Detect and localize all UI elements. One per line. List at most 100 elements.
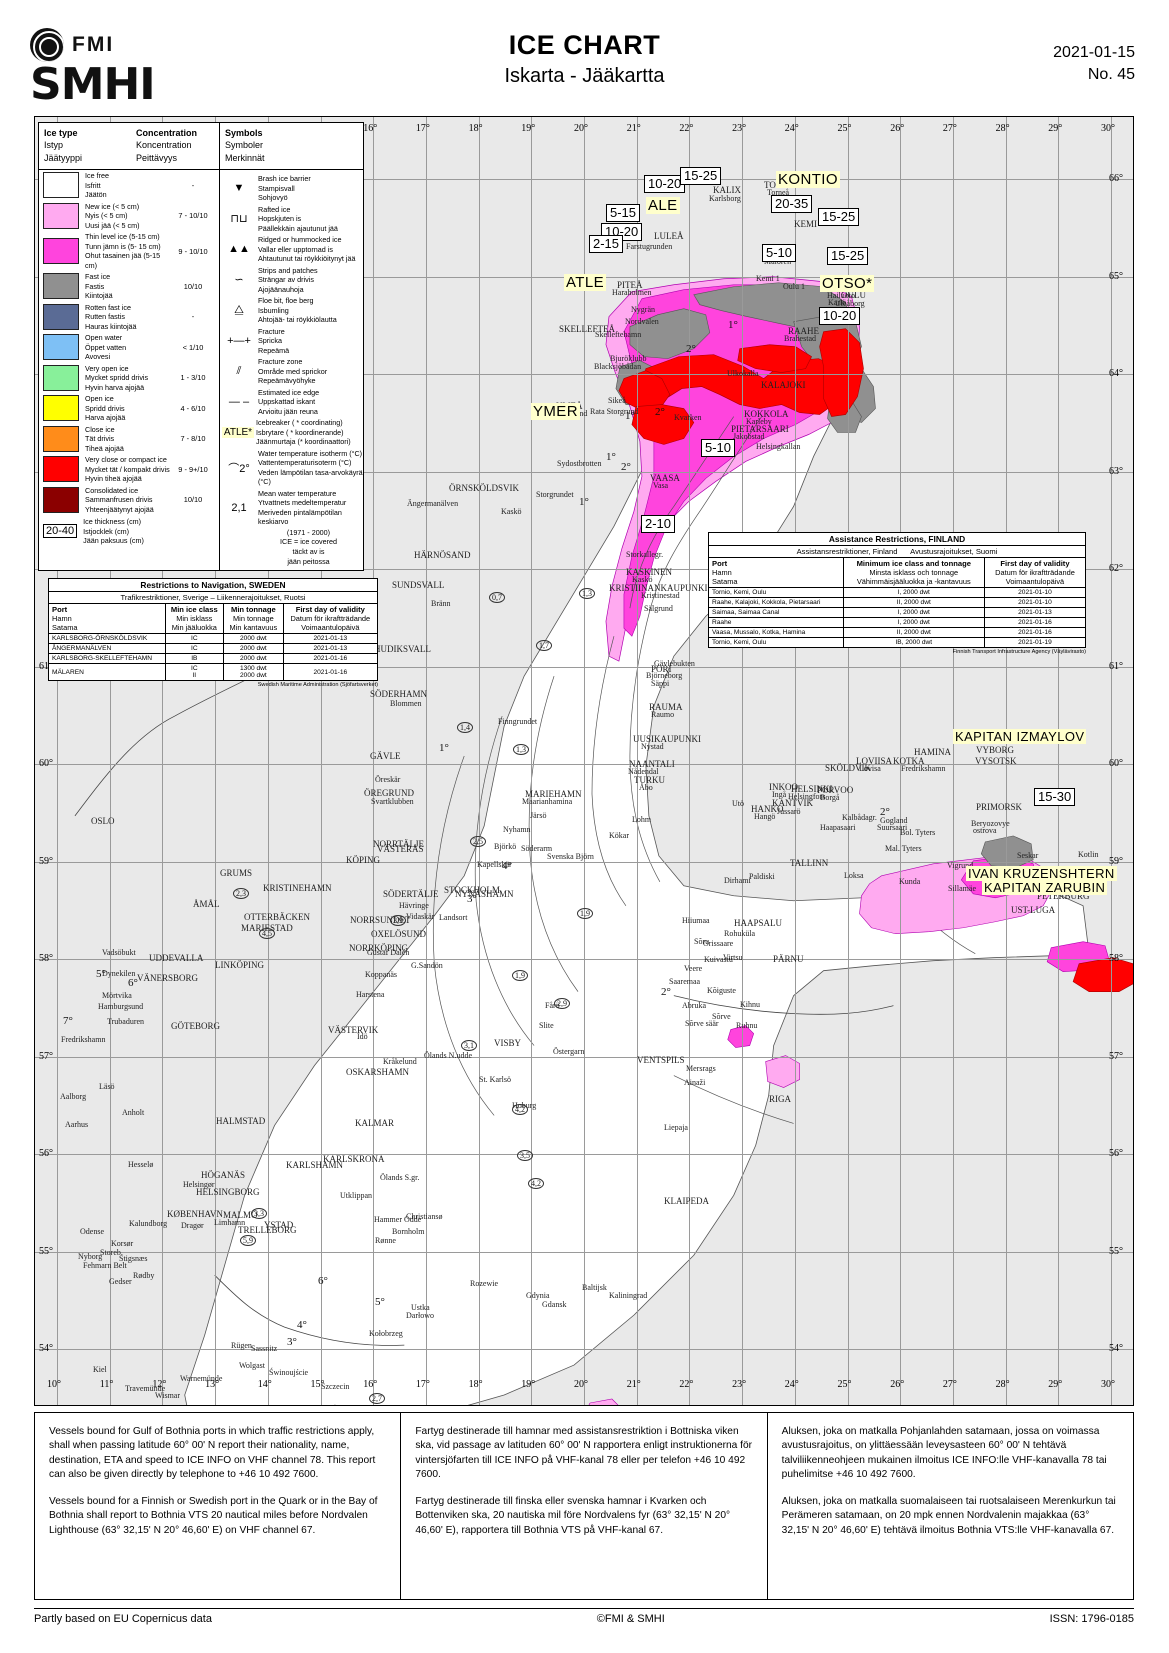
map-place-label: Björneborg [646, 671, 683, 680]
map-place-label: Gedser [109, 1277, 132, 1286]
longitude-label: 19° [521, 1379, 536, 1390]
map-place-label: Helsingkallan [756, 442, 801, 451]
legend-icetype-row: Rotten fast ice Rutten fastis Hauras kiint… [39, 302, 219, 333]
legend-concentration-value: 1 - 3/10 [180, 373, 206, 383]
latitude-gridline [35, 569, 1133, 570]
cell-requirement: II, 2000 dwt [842, 627, 985, 638]
isotherm-label: 1° [439, 742, 449, 754]
longitude-label: 13° [205, 1379, 220, 1390]
map-place-label: Lohm [632, 815, 652, 824]
table-header-cell: First day of validity Datum för ikraftträ… [282, 603, 379, 634]
legend-icetype-row: Ice free Isfritt Jäätön - [39, 170, 219, 201]
map-place-label: Warnemünde [180, 1374, 223, 1383]
map-place-label: Christiansø [406, 1212, 443, 1221]
map-place-label: Mal. Tyters [885, 844, 922, 853]
header-en: Port [712, 559, 728, 568]
cell-port: KARLSBORG-SKELLEFTEHAMN [48, 653, 166, 664]
longitude-label: 18° [468, 1379, 483, 1390]
legend-symbol-text: Mean water temperature Ytvattnets medelte… [258, 488, 347, 527]
legend-symbol-row: ∽ Strips and patches Strängar av drivis Ajo… [220, 265, 363, 296]
mean-water-temperature-label: 0,7 [489, 592, 505, 603]
map-place-label: HALMSTAD [216, 1116, 266, 1126]
longitude-label: 16° [363, 1379, 378, 1390]
ice-thickness-callout: 2-10 [641, 515, 676, 534]
legend-icetype-text: Consolidated ice Sammanfrusen drivis Yhtee… [85, 485, 154, 514]
legend-icetype-row: New ice (< 5 cm) Nyis (< 5 cm) Uusi jää (<… [39, 201, 219, 232]
cell-requirement: I, 2000 dwt [842, 607, 985, 618]
ridged-ice-icon: ▲▲ [228, 243, 250, 256]
cell-tonnage: 2000 dwt [223, 643, 284, 654]
table-subtitle: Trafikrestriktioner, Sverige – Liikenner… [48, 591, 378, 604]
legend-concentration-value: 7 - 8/10 [180, 434, 206, 444]
map-place-label: Odense [80, 1227, 104, 1236]
map-place-label: Vadsöbukt [102, 948, 136, 957]
legend-sym-fi: Merkinnät [225, 152, 265, 163]
map-place-label: HÄRNÖSAND [414, 550, 471, 560]
map-place-label: Finngrundet [498, 717, 538, 726]
map-place-label: G.Sandön [411, 961, 443, 970]
map-place-label: PETERBURG [1037, 891, 1090, 901]
longitude-gridline [320, 117, 322, 1405]
legend-color-swatch [43, 172, 79, 199]
map-place-label: KOKKOLA [744, 409, 789, 419]
finland-restrictions-table: Assistance Restrictions, FINLAND Assistan… [708, 532, 1087, 655]
longitude-label: 11° [99, 1379, 114, 1390]
map-place-label: Östergarn [553, 1047, 585, 1056]
ice-thickness-callout: 10-20 [644, 175, 686, 194]
mean-water-temperature-label: 2,9 [554, 998, 570, 1009]
table-title-row: Restrictions to Navigation, SWEDEN [48, 578, 378, 592]
map-place-label: Brahestad [784, 334, 816, 343]
map-place-label: SKELLEFTEÅ [559, 324, 615, 334]
map-place-label: Rügen [231, 1341, 252, 1350]
ice-chart-map[interactable]: 10°10°11°11°12°12°13°13°14°14°15°15°16°1… [34, 116, 1134, 1406]
map-place-label: Blommen [390, 699, 422, 708]
table-title-row: Assistance Restrictions, FINLAND [708, 532, 1086, 546]
map-place-label: LOVIISA [856, 756, 892, 766]
table-title: Restrictions to Navigation, SWEDEN [48, 578, 378, 592]
map-place-label: Sõrve säär [685, 1019, 719, 1028]
legend-icetype-row: Open ice Spridd drivis Harva ajojää 4 - 6/1… [39, 393, 219, 424]
longitude-label: 22° [679, 123, 694, 134]
ice-thickness-callout: 5-10 [701, 439, 736, 458]
note-en-2: Vessels bound for a Finnish or Swedish p… [49, 1495, 378, 1536]
note-fi-2: Aluksen, joka on matkalla suomalaiseen t… [781, 1495, 1116, 1536]
legend-icetype-en: Ice type [44, 128, 78, 138]
map-place-label: Idö [357, 1032, 368, 1041]
legend-icetype-text: Close ice Tät drivis Tiheä ajojää [85, 424, 124, 453]
map-place-label: Utö [732, 799, 744, 808]
latitude-label: 66° [1109, 173, 1123, 184]
legend-concentration-value: 10/10 [183, 281, 203, 291]
cell-ice-class: IC [164, 633, 225, 644]
map-place-label: Darłowo [406, 1311, 434, 1320]
map-place-label: Kalundborg [129, 1219, 168, 1228]
isotherm-label: 3° [467, 893, 477, 905]
map-place-label: Nådendal [628, 767, 659, 776]
legend-icetype-text: Fast ice Fastis Kiintojää [85, 272, 113, 301]
latitude-label: 54° [39, 1343, 53, 1354]
longitude-gridline [1111, 117, 1112, 1405]
map-place-label: Kalbådagr. [842, 813, 877, 822]
map-place-label: KLAIPEDA [664, 1196, 709, 1206]
legend-concentration-value: < 1/10 [182, 342, 204, 352]
legend-icetype-text: Thin level ice (5-15 cm) Tunn jämn is (5-… [85, 232, 161, 270]
map-place-label: Uleåborg [835, 299, 865, 308]
longitude-label: 16° [363, 123, 378, 134]
map-place-label: Baltijsk [582, 1283, 607, 1292]
map-place-label: Hamburgsund [98, 1002, 144, 1011]
table-subtitle-row: Trafikrestriktioner, Sverige – Liikenner… [48, 591, 378, 604]
map-place-label: Åbo [639, 783, 653, 792]
legend-symbol-list: ▼ Brash ice barrier Stampisvall Sohjovyö ⊓⊔ R… [219, 170, 363, 570]
table-header-row: Port Hamn Satama Min ice class Min isklass Mi… [48, 603, 379, 634]
map-place-label: Seskar [1017, 851, 1039, 860]
longitude-label: 21° [626, 1379, 641, 1390]
latitude-gridline [35, 471, 1133, 473]
finland-table-footer: Finnish Transport Infrastructure Agency … [952, 649, 1086, 655]
legend-icetype-row: Consolidated ice Sammanfrusen drivis Yhtee… [39, 485, 219, 516]
table-row: Tornio, Kemi, Oulu IB, 2000 dwt 2021-01-19 [708, 637, 1087, 648]
icebreaker-icon: ATLE* [222, 426, 254, 438]
map-place-label: Lovisa [859, 764, 881, 773]
isotherm-label: 2° [661, 986, 671, 998]
map-place-label: Karleby [746, 417, 772, 426]
legend-symbol-row: ⌒2° Water temperature isotherm (°C) Vatten… [220, 448, 363, 488]
legend-icetype-fi: Jäätyyppi [44, 152, 83, 163]
